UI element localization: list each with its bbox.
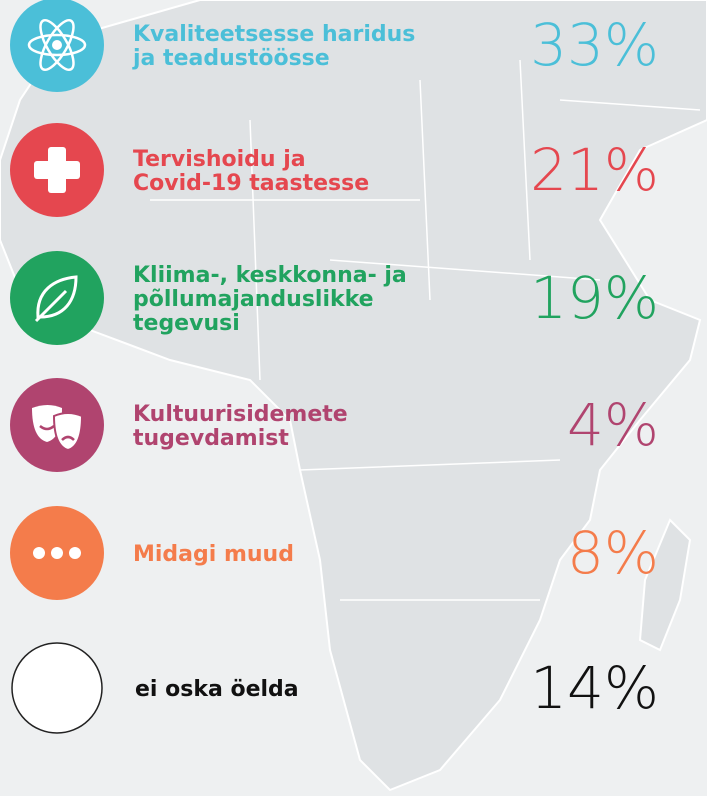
- item-percent: 33%: [530, 11, 659, 79]
- icon: [10, 378, 104, 472]
- item-percent: 8%: [566, 519, 659, 587]
- icon: [10, 251, 104, 345]
- item-percent: 14%: [530, 654, 659, 722]
- item-percent: 4%: [566, 391, 659, 459]
- madagascar: [638, 518, 692, 652]
- item-label: Kvaliteetsesse haridus ja teadustöösse: [133, 22, 416, 71]
- item-label: Tervishoidu ja Covid-19 taastesse: [133, 147, 370, 196]
- item-percent: 21%: [530, 136, 659, 204]
- icon: [10, 506, 104, 600]
- item-label: Midagi muud: [133, 542, 294, 567]
- item-percent: 19%: [530, 264, 659, 332]
- icon: [11, 642, 103, 734]
- item-label: Kliima-, keskkonna- ja põllumajanduslikk…: [133, 263, 407, 336]
- item-label: Kultuurisidemete tugevdamist: [133, 402, 348, 451]
- borders: [150, 59, 701, 601]
- item-label: ei oska öelda: [135, 677, 299, 702]
- icon: [10, 0, 104, 92]
- icon: [10, 123, 104, 217]
